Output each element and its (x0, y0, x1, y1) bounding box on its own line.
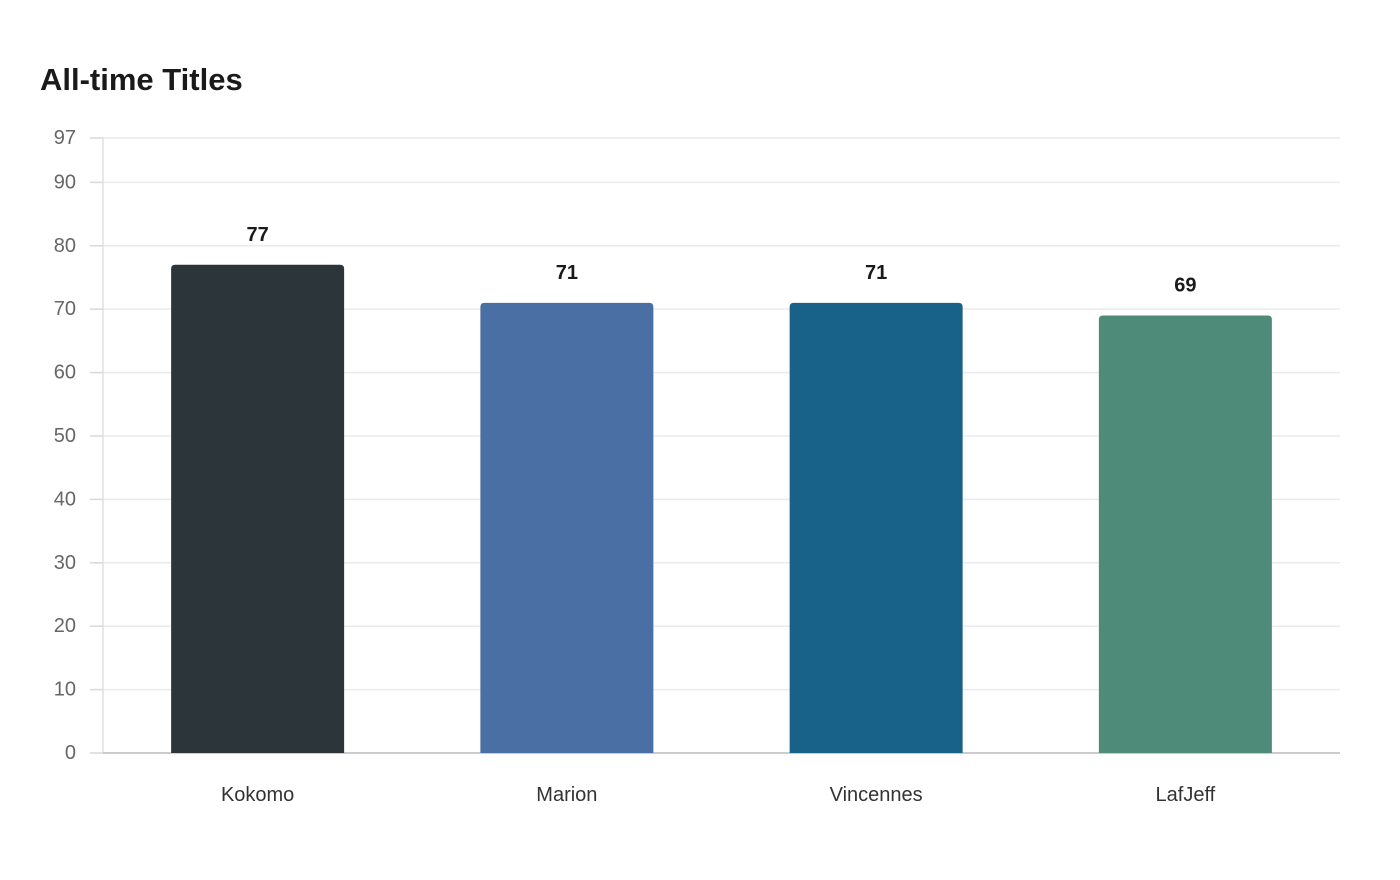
y-tick-label: 20 (54, 615, 76, 637)
x-tick-label-lafjeff: LafJeff (1156, 784, 1216, 806)
y-tick-label: 40 (54, 488, 76, 510)
y-tick-label: 10 (54, 679, 76, 701)
y-tick-label: 30 (54, 552, 76, 574)
y-tick-label: 80 (54, 235, 76, 257)
x-axis-labels: Kokomo Marion Vincennes LafJeff (221, 784, 1216, 806)
y-tick-label: 90 (54, 171, 76, 193)
y-tick-label: 50 (54, 425, 76, 447)
y-tick-label: 70 (54, 298, 76, 320)
x-tick-label-vincennes: Vincennes (830, 784, 923, 806)
bar-kokomo[interactable] (171, 264, 345, 753)
y-axis-ticks: 0 10 20 30 40 50 60 70 80 90 97 (54, 127, 103, 764)
bars (171, 264, 1272, 753)
data-label-lafjeff: 69 (1174, 275, 1196, 297)
chart-title: All-time Titles (40, 62, 243, 97)
x-tick-label-kokomo: Kokomo (221, 784, 294, 806)
data-label-marion: 71 (556, 262, 578, 284)
y-tick-label: 0 (65, 742, 76, 764)
y-tick-label: 60 (54, 362, 76, 384)
data-label-vincennes: 71 (865, 262, 887, 284)
bar-vincennes[interactable] (789, 302, 963, 753)
data-labels: 77 71 71 69 (247, 224, 1197, 297)
bar-marion[interactable] (480, 302, 654, 753)
bar-lafjeff[interactable] (1098, 315, 1272, 753)
data-label-kokomo: 77 (247, 224, 269, 246)
y-tick-label: 97 (54, 127, 76, 149)
x-tick-label-marion: Marion (536, 784, 597, 806)
